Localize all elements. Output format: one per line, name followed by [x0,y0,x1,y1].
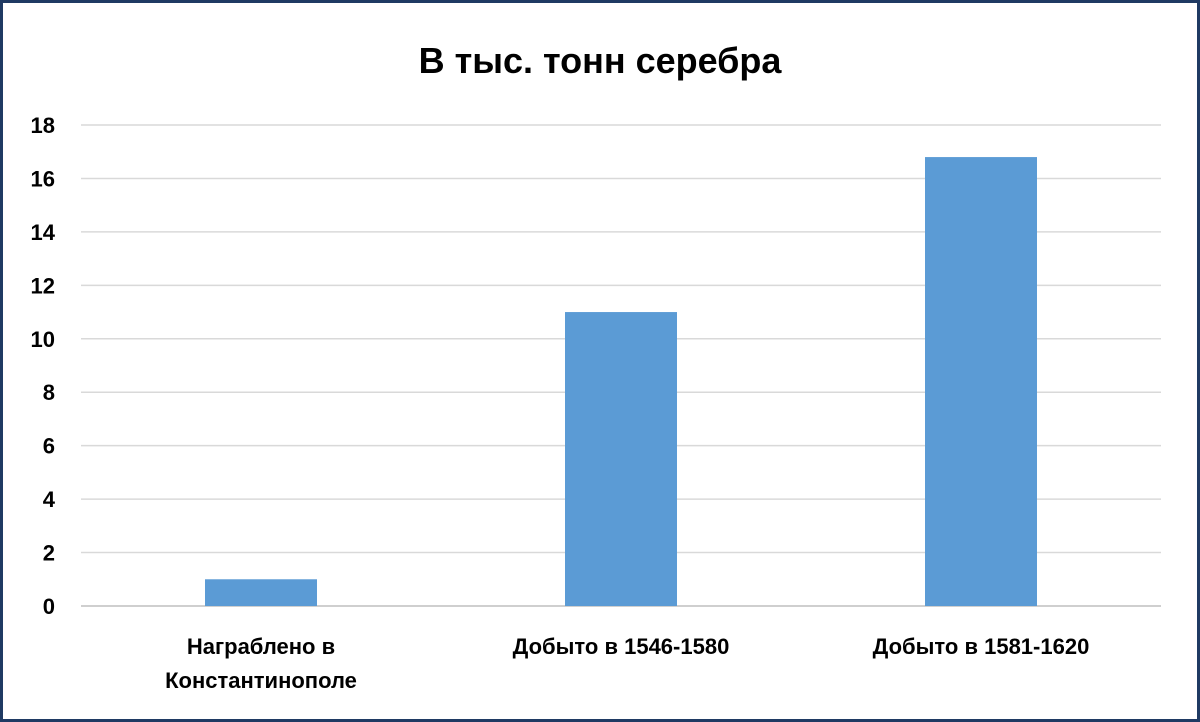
y-tick-label: 8 [43,380,55,405]
x-category-label: Добыто в 1581-1620 [873,634,1090,659]
y-axis-ticks: 0 2 4 6 8 10 12 14 16 18 [31,113,56,619]
y-tick-label: 0 [43,594,55,619]
x-axis-labels: Награблено в Константинополе Добыто в 1546… [165,634,1089,693]
x-category-label: Награблено в Константинополе [165,634,357,693]
y-tick-label: 14 [31,220,56,245]
x-category-label-line: Добыто в 1581-1620 [873,634,1090,659]
y-tick-label: 18 [31,113,55,138]
bars [205,157,1037,607]
chart-title: В тыс. тонн серебра [419,40,783,81]
y-tick-label: 10 [31,327,55,352]
x-category-label-line: Константинополе [165,668,357,693]
x-category-label-line: Добыто в 1546-1580 [513,634,730,659]
y-tick-label: 6 [43,434,55,459]
bar [205,579,317,606]
y-tick-label: 12 [31,273,55,298]
y-tick-label: 2 [43,541,55,566]
bar-chart: В тыс. тонн серебра 0 2 4 6 8 10 12 14 16 18 Нагр… [31,40,1161,693]
bar [565,312,677,606]
y-tick-label: 4 [43,487,56,512]
x-category-label: Добыто в 1546-1580 [513,634,730,659]
bar [925,157,1037,607]
x-category-label-line: Награблено в [187,634,335,659]
y-tick-label: 16 [31,166,55,191]
